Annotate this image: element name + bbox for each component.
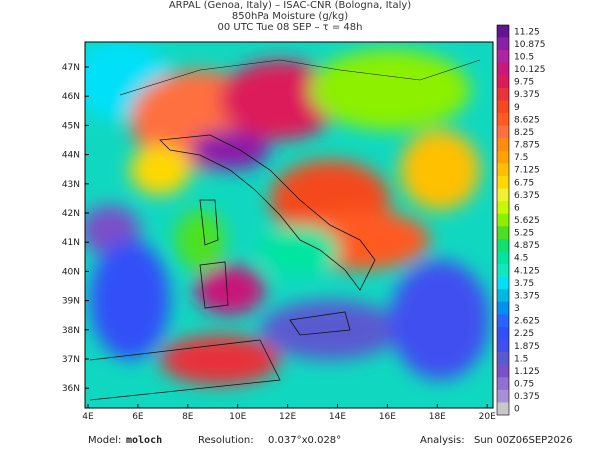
longitude-label: 16E	[379, 412, 396, 422]
longitude-label: 10E	[229, 412, 246, 422]
colorbar-swatch	[497, 175, 509, 189]
colorbar-swatch	[497, 314, 509, 328]
colorbar-swatch	[497, 75, 509, 89]
colorbar-swatch	[497, 37, 509, 51]
colorbar-label: 0	[514, 405, 520, 415]
colorbar-swatch	[497, 150, 509, 164]
colorbar-label: 11.25	[514, 27, 540, 37]
longitude-label: 6E	[132, 412, 144, 422]
colorbar-label: 10.875	[514, 40, 546, 50]
colorbar-swatch	[497, 364, 509, 378]
colorbar-label: 0.375	[514, 392, 540, 402]
colorbar-swatch	[497, 226, 509, 240]
colorbar-swatch	[497, 25, 509, 38]
colorbar-swatch	[497, 62, 509, 76]
colorbar-swatch	[497, 100, 509, 114]
colorbar-swatch	[497, 264, 509, 277]
latitude-label: 37N	[62, 355, 80, 365]
latitude-label: 40N	[62, 267, 80, 277]
longitude-label: 14E	[329, 412, 346, 422]
colorbar-label: 7.5	[514, 153, 528, 163]
footer-value: 0.037°x0.028°	[268, 435, 341, 446]
colorbar-label: 1.5	[514, 354, 528, 364]
colorbar-label: 0.75	[514, 380, 534, 390]
colorbar-label: 9.375	[514, 90, 540, 100]
header-line: 00 UTC Tue 08 SEP – τ = 48h	[218, 22, 363, 33]
colorbar-label: 7.875	[514, 141, 540, 151]
latitude-label: 45N	[62, 121, 80, 131]
colorbar-frame	[496, 24, 510, 416]
latitude-label: 44N	[62, 151, 80, 161]
colorbar-swatch	[497, 87, 509, 101]
latitude-label: 46N	[62, 92, 80, 102]
footer-value: Sun 00Z06SEP2026	[474, 435, 573, 446]
colorbar-swatch	[497, 377, 509, 391]
colorbar-swatch	[497, 201, 509, 215]
longitude-label: 18E	[429, 412, 446, 422]
latitude-label: 41N	[62, 238, 80, 248]
colorbar-label: 3.375	[514, 291, 540, 301]
colorbar-label: 5.625	[514, 216, 540, 226]
colorbar-swatch	[497, 352, 509, 365]
colorbar-label: 4.5	[514, 254, 528, 264]
latitude-label: 43N	[62, 180, 80, 190]
colorbar-label: 4.875	[514, 241, 540, 251]
colorbar-swatch	[497, 238, 509, 252]
colorbar-swatch	[497, 138, 509, 152]
colorbar-label: 8.25	[514, 128, 534, 138]
colorbar-label: 6.375	[514, 191, 540, 201]
longitude-label: 20E	[479, 412, 496, 422]
map-frame	[84, 41, 494, 409]
colorbar-swatch	[497, 276, 509, 290]
colorbar-label: 3.75	[514, 279, 534, 289]
header-line: ARPAL (Genoa, Italy) – ISAC-CNR (Bologna…	[169, 0, 411, 11]
latitude-label: 42N	[62, 209, 80, 219]
colorbar-label: 8.625	[514, 115, 540, 125]
moisture-field	[85, 42, 493, 408]
longitude-label: 12E	[279, 412, 296, 422]
colorbar-label: 10.125	[514, 65, 546, 75]
colorbar-label: 3	[514, 304, 520, 314]
latitude-label: 39N	[62, 297, 80, 307]
colorbar-swatch	[497, 339, 509, 353]
colorbar-swatch	[497, 113, 509, 126]
colorbar-label: 9.75	[514, 78, 534, 88]
colorbar-swatch	[497, 163, 509, 177]
colorbar-swatch	[497, 213, 509, 227]
latitude-label: 38N	[62, 326, 80, 336]
footer-label: Model:	[88, 435, 121, 446]
colorbar-swatch	[497, 402, 509, 416]
colorbar-label: 1.125	[514, 367, 540, 377]
colorbar-label: 7.125	[514, 166, 540, 176]
colorbar-label: 1.875	[514, 342, 540, 352]
footer-label: Analysis:	[420, 435, 465, 446]
colorbar-label: 6.75	[514, 178, 534, 188]
footer-label: Resolution:	[198, 435, 254, 446]
longitude-label: 8E	[182, 412, 194, 422]
colorbar-label: 10.5	[514, 52, 534, 62]
colorbar-label: 4.125	[514, 266, 540, 276]
header-line: 850hPa Moisture (g/kg)	[232, 11, 348, 22]
footer-value: moloch	[126, 435, 162, 446]
colorbar-label: 9	[514, 103, 520, 113]
colorbar-label: 6	[514, 203, 520, 213]
colorbar-swatch	[497, 188, 509, 202]
colorbar-swatch	[497, 125, 509, 139]
colorbar-swatch	[497, 251, 509, 265]
colorbar-swatch	[497, 326, 509, 340]
colorbar-swatch	[497, 50, 509, 64]
colorbar-swatch	[497, 289, 509, 303]
longitude-label: 4E	[82, 412, 94, 422]
latitude-label: 36N	[62, 384, 80, 394]
latitude-label: 47N	[62, 63, 80, 73]
colorbar-swatch	[497, 301, 509, 315]
colorbar-swatch	[497, 389, 509, 403]
colorbar-label: 2.625	[514, 317, 540, 327]
colorbar-label: 5.25	[514, 229, 534, 239]
colorbar-label: 2.25	[514, 329, 534, 339]
